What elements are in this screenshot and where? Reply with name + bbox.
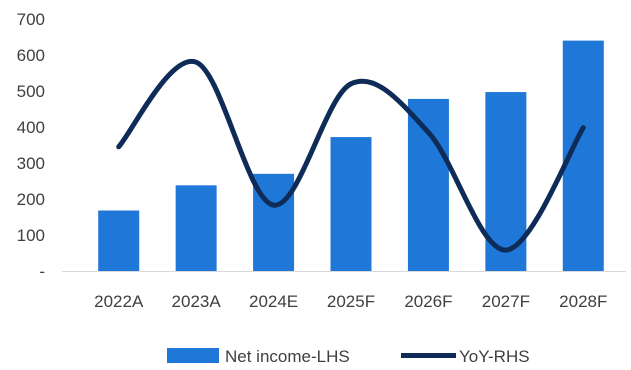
bar-2026F	[407, 98, 449, 271]
y-tick-label: 700	[17, 10, 45, 29]
x-tick-label: 2026F	[404, 292, 452, 311]
x-tick-label: 2023A	[172, 292, 222, 311]
x-tick-label: 2022A	[94, 292, 144, 311]
y-tick-label: 100	[17, 226, 45, 245]
legend: Net income-LHS YoY-RHS	[167, 347, 530, 366]
bar-2023A	[175, 185, 217, 271]
x-tick-label: 2024E	[249, 292, 298, 311]
x-tick-label: 2027F	[482, 292, 530, 311]
y-tick-label: 600	[17, 46, 45, 65]
bar-2022A	[98, 210, 140, 271]
y-tick-label: 500	[17, 82, 45, 101]
x-tick-label: 2025F	[327, 292, 375, 311]
legend-label-yoy: YoY-RHS	[459, 347, 530, 366]
yoy-line-series	[116, 59, 586, 253]
net-income-bars	[98, 40, 604, 271]
y-tick-label: 300	[17, 154, 45, 173]
legend-label-net-income: Net income-LHS	[225, 347, 350, 366]
bar-2025F	[330, 137, 372, 271]
y-tick-label: 400	[17, 118, 45, 137]
x-axis-ticks: 2022A 2023A 2024E 2025F 2026F 2027F 2028F	[94, 292, 607, 311]
y-tick-label: -	[39, 262, 45, 281]
y-axis-ticks: - 100 200 300 400 500 600 700	[17, 10, 45, 281]
x-tick-label: 2028F	[559, 292, 607, 311]
legend-swatch-net-income	[167, 348, 219, 363]
y-tick-label: 200	[17, 190, 45, 209]
